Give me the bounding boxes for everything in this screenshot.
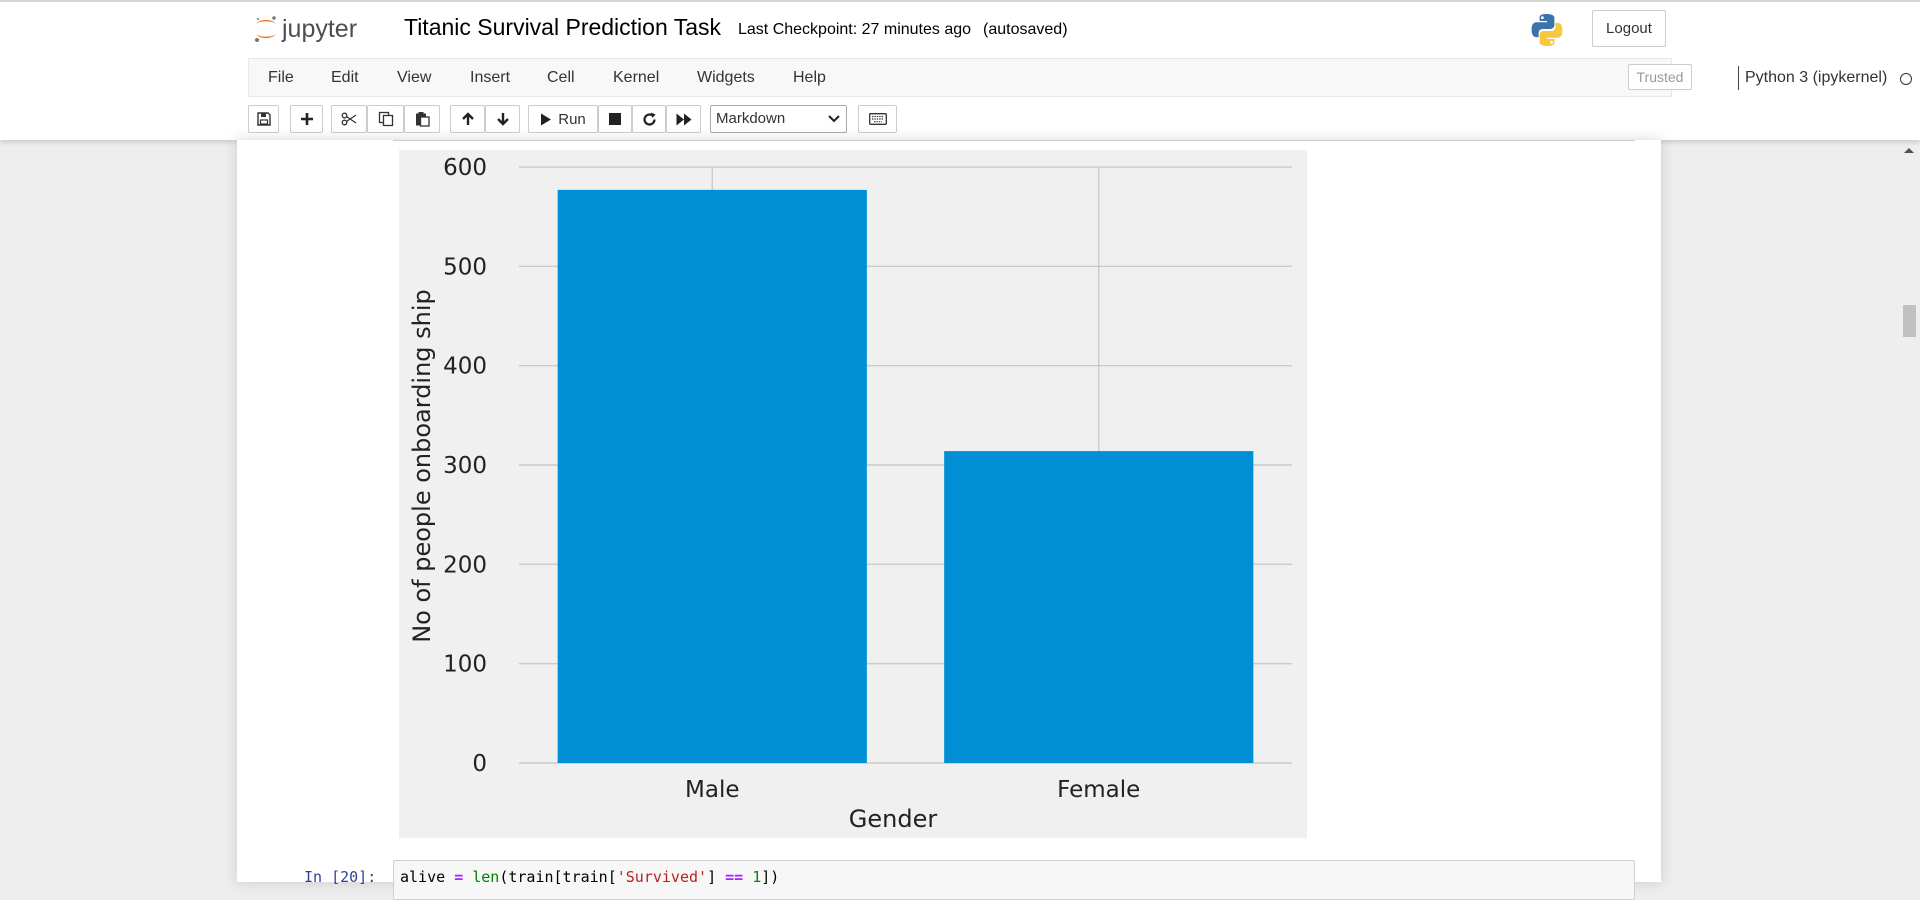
- cell-type-value: Markdown: [716, 110, 786, 127]
- move-down-button[interactable]: [485, 105, 520, 133]
- restart-button[interactable]: [632, 105, 666, 133]
- y-axis-label: No of people onboarding ship: [408, 289, 436, 643]
- header-bar: jupyter Titanic Survival Prediction Task…: [0, 0, 1920, 58]
- menubar: File Edit View Insert Cell Kernel Widget…: [0, 58, 1920, 98]
- menu-file[interactable]: File: [268, 69, 294, 86]
- code-cell-input[interactable]: alive = len(train[train['Survived'] == 1…: [393, 860, 1635, 900]
- run-button[interactable]: Run: [528, 105, 598, 133]
- copy-icon: [378, 111, 393, 127]
- cut-icon: [341, 112, 357, 126]
- fast-forward-icon: [676, 113, 691, 125]
- menu-kernel[interactable]: Kernel: [613, 69, 660, 86]
- y-tick-label: 500: [443, 254, 487, 280]
- menu-view[interactable]: View: [397, 69, 432, 86]
- paste-button[interactable]: [404, 105, 440, 133]
- y-tick-label: 300: [443, 453, 487, 479]
- command-palette-button[interactable]: [858, 105, 897, 133]
- menu-insert[interactable]: Insert: [470, 69, 511, 86]
- scrollbar-thumb[interactable]: [1903, 305, 1916, 337]
- bar-chart: 0 100 200 300 400 500 600 Male Female Gender No of…: [408, 155, 1292, 833]
- restart-run-all-button[interactable]: [666, 105, 701, 133]
- code-number: 1: [752, 868, 762, 886]
- python-logo-icon: [1531, 14, 1563, 46]
- trusted-badge[interactable]: Trusted: [1628, 64, 1692, 90]
- menu-edit[interactable]: Edit: [331, 69, 359, 86]
- arrow-down-icon: [496, 113, 509, 126]
- code-operator: =: [454, 868, 464, 886]
- y-tick-label: 0: [472, 751, 487, 777]
- checkpoint-status: Last Checkpoint: 27 minutes ago (autosave…: [738, 21, 1068, 39]
- plus-icon: [300, 113, 313, 125]
- arrow-up-icon: [461, 112, 474, 125]
- menu-help[interactable]: Help: [793, 69, 826, 86]
- code-builtin: len: [472, 868, 500, 886]
- x-axis-label: Gender: [849, 805, 938, 833]
- y-tick-label: 200: [443, 552, 487, 578]
- run-icon: [541, 113, 552, 125]
- save-icon: [256, 112, 271, 126]
- kernel-idle-icon: [1900, 73, 1912, 85]
- paste-icon: [415, 112, 430, 127]
- input-prompt: In [20]:: [304, 868, 377, 886]
- logout-button[interactable]: Logout: [1592, 10, 1666, 47]
- code-operator: ==: [725, 868, 744, 886]
- stop-icon: [609, 113, 621, 125]
- menubar-container: File Edit View Insert Cell Kernel Widget…: [248, 58, 1912, 97]
- move-up-button[interactable]: [450, 105, 485, 133]
- toolbar: Run Markdown: [0, 98, 1920, 140]
- logo-text: jupyter: [281, 15, 357, 43]
- y-tick-label: 400: [443, 354, 487, 380]
- checkpoint-text: Last Checkpoint: 27 minutes ago: [738, 21, 972, 38]
- scroll-up-arrow-icon[interactable]: [1903, 146, 1915, 154]
- kernel-name[interactable]: Python 3 (ipykernel): [1745, 69, 1888, 86]
- output-figure: 0 100 200 300 400 500 600 Male Female Gender No of…: [399, 150, 1307, 838]
- cut-button[interactable]: [331, 105, 367, 133]
- copy-button[interactable]: [367, 105, 404, 133]
- menu-cell[interactable]: Cell: [547, 69, 575, 86]
- restart-icon: [642, 112, 656, 126]
- jupyter-logo[interactable]: jupyter: [252, 13, 384, 45]
- keyboard-icon: [868, 113, 887, 125]
- run-label: Run: [558, 110, 586, 128]
- bar-female: [944, 451, 1254, 763]
- chevron-down-icon: [828, 115, 840, 123]
- code-string: 'Survived': [616, 868, 708, 886]
- cell-type-select[interactable]: Markdown: [710, 105, 847, 133]
- autosave-status: (autosaved): [983, 21, 1068, 38]
- insert-cell-button[interactable]: [290, 105, 323, 133]
- kernel-divider: [1738, 66, 1739, 90]
- bar-male: [557, 189, 867, 763]
- x-tick-label: Male: [685, 777, 739, 803]
- y-tick-label: 600: [443, 155, 487, 181]
- save-button[interactable]: [248, 105, 279, 133]
- code-line: alive = len(train[train['Survived'] == 1…: [400, 868, 780, 886]
- previous-cell-border: [393, 140, 1635, 141]
- menu-widgets[interactable]: Widgets: [697, 69, 755, 86]
- y-tick-label: 100: [443, 652, 487, 678]
- notebook-container: 0 100 200 300 400 500 600 Male Female Gender No of…: [237, 140, 1661, 900]
- interrupt-button[interactable]: [598, 105, 632, 133]
- notebook-title[interactable]: Titanic Survival Prediction Task: [404, 14, 722, 40]
- x-tick-label: Female: [1057, 777, 1140, 803]
